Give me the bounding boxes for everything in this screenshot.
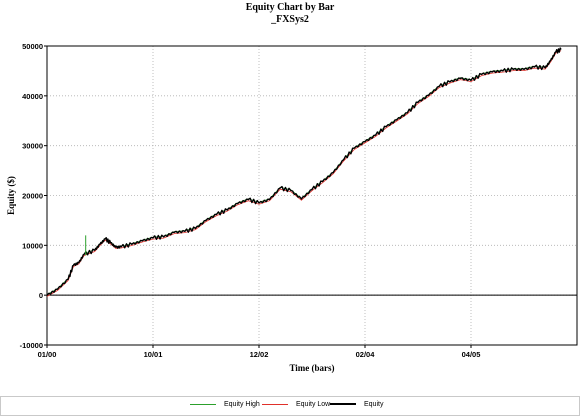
x-tick-label: 01/00 [38, 350, 57, 359]
chart-subtitle: _FXSys2 [271, 14, 309, 25]
legend-swatch-equity-high [190, 404, 216, 405]
legend: Equity High Equity Low Equity [190, 396, 390, 416]
x-tick-label: 02/04 [356, 350, 376, 359]
y-axis-label: Equity ($) [6, 176, 16, 215]
legend-label-equity-low: Equity Low [296, 401, 331, 408]
y-tick-label: 40000 [22, 92, 43, 101]
grid [47, 46, 577, 345]
x-tick-label: 10/01 [144, 350, 163, 359]
x-axis-ticks: 01/00 10/01 12/02 02/04 04/05 [38, 345, 481, 359]
y-tick-label: -10000 [20, 341, 43, 350]
y-axis-ticks: -10000 0 10000 20000 30000 40000 50000 [20, 42, 47, 350]
y-tick-label: 10000 [22, 241, 43, 250]
y-tick-label: 0 [39, 291, 43, 300]
equity-low-line [46, 50, 562, 297]
chart-title: Equity Chart by Bar [245, 2, 335, 13]
y-tick-label: 20000 [22, 192, 43, 201]
x-tick-label: 04/05 [462, 350, 481, 359]
x-axis-label: Time (bars) [289, 363, 334, 373]
legend-label-equity-high: Equity High [224, 401, 260, 408]
legend-label-equity: Equity [364, 401, 384, 408]
legend-swatch-equity [330, 403, 356, 405]
equity-high-line [46, 48, 562, 295]
legend-swatch-equity-low [262, 404, 288, 405]
series-group [46, 47, 562, 297]
y-tick-label: 30000 [22, 142, 43, 151]
equity-line [46, 47, 562, 296]
x-tick-label: 12/02 [250, 350, 269, 359]
plot-frame [46, 45, 578, 346]
y-tick-label: 50000 [22, 42, 43, 51]
